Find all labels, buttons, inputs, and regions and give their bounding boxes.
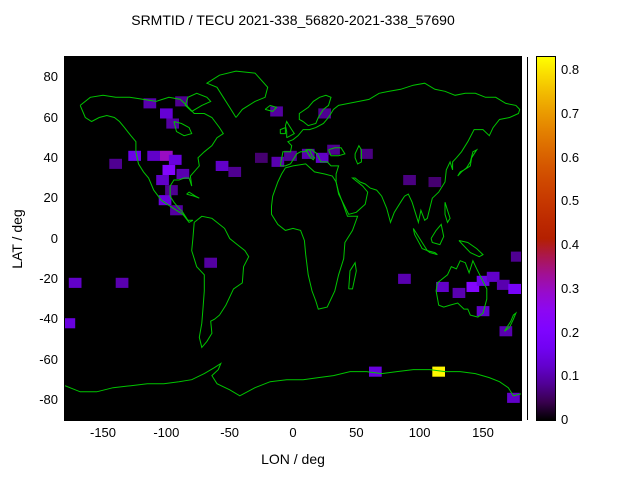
coastline-path [184,92,212,112]
colorbar-tick-label: 0.7 [561,105,580,121]
coastline-path [504,311,518,332]
x-tick-label: -50 [220,425,240,440]
tec-cell [510,251,521,262]
coastline-path [426,250,438,256]
coastline-path [348,261,357,290]
x-tick-label: -100 [153,425,180,440]
map-plot [64,56,522,421]
colorbar-tick-label: 0.6 [561,149,580,165]
y-tick-label: -80 [39,391,58,407]
tec-cell [160,150,173,161]
y-tick-label: 60 [43,109,58,125]
tec-cell [315,152,329,163]
tec-cell [284,150,297,161]
colorbar-tick-label: 0.5 [561,193,580,209]
coastline-path [279,82,521,225]
tec-cell [255,152,268,163]
tec-cell [168,154,182,165]
tec-cell [369,366,382,377]
coastline-path [284,120,296,139]
tec-cell [176,168,190,179]
tec-cell [162,164,176,175]
tec-cell [204,257,217,268]
coastline-path [205,70,269,118]
tec-cell [271,156,285,167]
tec-cell [147,150,160,161]
tec-cell [507,392,520,403]
y-tick-label: 0 [50,230,58,246]
y-tick-label: 20 [43,190,58,206]
tec-cell [432,366,445,377]
y-tick-label: 80 [43,69,58,85]
tec-cell [65,318,76,329]
tec-cell [128,150,141,161]
world-map-svg [65,70,521,403]
coastline-path [305,149,316,161]
tec-cell [160,108,173,119]
tec-cell [486,271,500,282]
x-tick-label: 100 [408,425,431,440]
colorbar-tick-label: 0.3 [561,280,580,296]
tec-cell [143,98,157,109]
tec-cell [175,96,188,107]
x-tick-label: 50 [349,425,364,440]
colorbar-tick-label: 0 [561,412,569,427]
x-tick-label: -150 [89,425,117,440]
tec-cell [466,281,480,292]
coastline-path [328,147,346,157]
coastline-path [271,163,359,310]
tec-cell [115,277,129,288]
coastline-path [412,228,429,252]
coastline-path [264,104,278,112]
x-axis-label: LON / deg [261,451,325,467]
coastline-path [458,240,484,258]
tec-cell [158,195,172,206]
coastline-path [186,191,200,199]
tec-cell [156,175,169,186]
tec-cell [215,160,229,171]
tec-cell [166,118,179,129]
y-tick-label: 40 [43,149,58,165]
colorbar-tick-label: 0.8 [561,62,580,78]
tec-cell [499,326,513,337]
y-tick-label: -60 [39,351,58,367]
tec-cell [436,281,449,292]
tec-cell [327,144,340,155]
tec-cell [318,108,331,119]
coastline-path [435,259,488,318]
colorbar-tick-label: 0.1 [561,368,580,384]
x-tick-label: 150 [472,425,494,440]
colorbar-gradient [536,56,556,421]
tec-cell [508,283,521,294]
tec-cell [360,148,373,159]
tec-cell [270,106,283,117]
right-frame-line [527,57,528,420]
tec-cell [496,279,510,290]
coastline-path [430,223,445,246]
tec-cell [398,273,411,284]
y-tick-label: -20 [39,270,58,286]
tec-cell [109,158,122,169]
coastline-path [279,126,286,135]
tec-cell [428,177,442,188]
tec-cell [165,185,178,196]
y-tick-label: -40 [39,311,58,327]
coastline-path [298,94,332,127]
coastline-path [191,215,250,349]
chart-title: SRMTID / TECU 2021-338_56820-2021-338_57… [131,12,455,28]
coastline-path [457,148,479,177]
tec-cell [452,287,466,298]
tec-cell [228,166,242,177]
tec-cell [68,277,82,288]
coastline-path [79,94,224,224]
coastline-path [444,202,451,224]
coastline-path [65,362,521,397]
colorbar-tick-label: 0.2 [561,324,580,340]
coastline-path [354,144,362,165]
x-tick-label: 0 [289,425,297,440]
tec-cell [403,175,416,186]
colorbar-tick-label: 0.4 [561,237,580,253]
coastline-path [173,121,193,137]
